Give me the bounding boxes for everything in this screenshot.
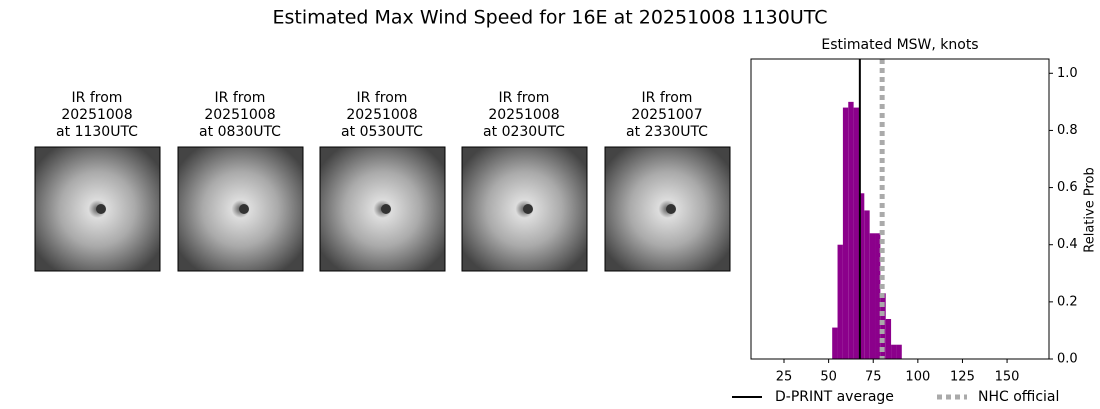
bar — [891, 344, 897, 359]
panel-caption: at 2330UTC — [626, 124, 708, 140]
legend-label: NHC official — [978, 389, 1059, 405]
x-tick-label: 100 — [905, 370, 930, 385]
panel-caption: IR from — [499, 90, 550, 106]
panel-caption: at 1130UTC — [56, 124, 138, 140]
x-tick-label: 125 — [950, 370, 975, 385]
panel-caption: at 0230UTC — [483, 124, 565, 140]
bar — [869, 233, 876, 359]
y-tick-label: 1.0 — [1057, 66, 1078, 81]
bar — [885, 319, 892, 359]
x-tick-label: 75 — [865, 370, 882, 385]
panel-caption: IR from — [357, 90, 408, 106]
bar — [896, 344, 902, 359]
bar — [842, 107, 849, 359]
panel-caption: at 0530UTC — [341, 124, 423, 140]
panel-caption: 20251007 — [631, 107, 702, 123]
bar — [848, 101, 854, 359]
storm-eye — [239, 204, 249, 214]
figure-title: Estimated Max Wind Speed for 16E at 2025… — [272, 7, 827, 29]
y-tick-label: 0.2 — [1057, 294, 1078, 309]
panel-caption: 20251008 — [488, 107, 559, 123]
panel-caption: IR from — [72, 90, 123, 106]
storm-eye — [666, 204, 676, 214]
panel-caption: 20251008 — [204, 107, 275, 123]
storm-eye — [523, 204, 533, 214]
bar — [837, 244, 843, 359]
panel-caption: IR from — [642, 90, 693, 106]
y-tick-label: 0.6 — [1057, 180, 1078, 195]
x-tick-label: 50 — [820, 370, 837, 385]
x-tick-label: 25 — [776, 370, 793, 385]
panel-caption: 20251008 — [346, 107, 417, 123]
y-tick-label: 0.8 — [1057, 123, 1078, 138]
storm-eye — [96, 204, 106, 214]
y-axis-label: Relative Prob — [1083, 167, 1098, 252]
bar — [858, 193, 865, 359]
y-tick-label: 0.0 — [1057, 352, 1078, 367]
chart-title: Estimated MSW, knots — [821, 37, 978, 53]
panel-caption: 20251008 — [61, 107, 132, 123]
plot-frame — [750, 58, 1050, 360]
panel-caption: at 0830UTC — [199, 124, 281, 140]
bar — [875, 233, 881, 359]
bar — [832, 327, 838, 359]
plot: 25 50 75 100 125 150 0.0 0.2 0.4 0.6 0.8 1.0 D-PRINT… — [732, 58, 1078, 405]
legend-label: D-PRINT average — [775, 389, 894, 405]
x-tick-label: 150 — [995, 370, 1020, 385]
panel-caption: IR from — [215, 90, 266, 106]
bar — [864, 210, 870, 359]
bar — [853, 107, 859, 359]
storm-eye — [381, 204, 391, 214]
y-tick-label: 0.4 — [1057, 237, 1078, 252]
bar — [880, 293, 886, 359]
